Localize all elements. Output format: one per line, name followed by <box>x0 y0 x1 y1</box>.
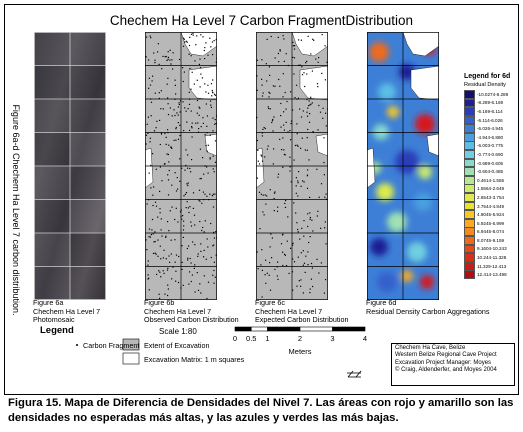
legend-class-18: 9.1604-10.243 <box>464 244 516 254</box>
legend-class-label: -4.944-6.880 <box>477 134 504 140</box>
observed-distribution-panel <box>145 32 217 300</box>
figure-frame: Chechem Ha Level 7 Carbon FragmentDistri… <box>4 4 519 395</box>
legend-class-label: 8.0745-9.159 <box>477 237 505 243</box>
legend-class-label: -6.169-6.114 <box>477 108 503 114</box>
legend-class-label: 0.4614-1.555 <box>477 177 505 183</box>
scale-tick-label: 0.5 <box>246 334 256 343</box>
legend-swatch <box>464 98 475 108</box>
scale-tick-label: 2 <box>298 334 302 343</box>
legend-class-label: 3.7544-4.849 <box>477 203 505 209</box>
legend-class-label: 6.9445-8.074 <box>477 229 505 235</box>
legend-class-17: 8.0745-9.159 <box>464 236 516 245</box>
legend-swatch <box>464 210 475 220</box>
scale-tick-label: 3 <box>330 334 334 343</box>
legend-class-label: -6.003-0.775 <box>477 143 504 149</box>
legend-swatch <box>464 124 475 134</box>
legend-class-label: -0.604-0.485 <box>477 169 504 175</box>
legend-class-label: -6.114-6.026 <box>477 117 503 123</box>
legend-class-14: 4.8045-5.924 <box>464 210 516 220</box>
legend-swatch <box>464 261 475 271</box>
carbon-fragment-icon <box>76 344 78 346</box>
figure-title: Chechem Ha Level 7 Carbon FragmentDistri… <box>109 13 414 28</box>
legend-class-label: 5.9245-6.999 <box>477 220 505 226</box>
legend-class-label: -10.0274-8.289 <box>477 91 509 97</box>
legend-swatch <box>464 236 475 245</box>
legend-swatch <box>464 201 475 211</box>
legend-class-label: 4.8045-5.924 <box>477 212 505 218</box>
legend-class-4: -6.026-4.945 <box>464 124 516 134</box>
legend-swatch <box>464 141 475 151</box>
legend-class-label: 12.414-13.498 <box>477 272 507 278</box>
legend-swatch <box>464 158 475 168</box>
caption-6d: Figure 6d Residual Density Carbon Aggrega… <box>366 298 490 316</box>
legend-class-5: -4.944-6.880 <box>464 132 516 142</box>
legend-swatch <box>464 184 475 194</box>
legend-swatch <box>464 244 475 254</box>
legend-matrix: Excavation Matrix: 1 m squares <box>144 355 245 364</box>
legend-class-label: 10.244-11.328 <box>477 255 507 261</box>
residual-density-panel <box>367 32 439 300</box>
legend-class-label: 1.5564-2.649 <box>477 186 505 192</box>
north-arrow-icon <box>347 370 362 378</box>
legend-class-16: 6.9445-8.074 <box>464 227 516 237</box>
scale-tick-label: 1 <box>265 334 269 343</box>
legend-carbon: Carbon Fragment <box>83 341 140 350</box>
density-legend: Legend for 6d Residual Density -10.0274-… <box>464 73 516 280</box>
caption-6c: Figure 6c Chechem Ha Level 7 Expected Carb… <box>255 298 349 325</box>
legend-class-20: 11.329-12.413 <box>464 261 516 271</box>
excavation-matrix-swatch <box>122 352 140 365</box>
legend-swatch <box>464 167 475 177</box>
legend-class-21: 12.414-13.498 <box>464 270 516 280</box>
photomosaic-panel <box>34 32 106 300</box>
caption-6a: Figure 6a Chechem Ha Level 7 Photomosaic <box>33 298 101 325</box>
legend-class-8: -0.689-0.605 <box>464 158 516 168</box>
legend-swatch <box>464 175 475 185</box>
legend-swatch <box>464 218 475 228</box>
scale-bar: 0 0.5 1 2 3 4 Meters <box>233 326 367 356</box>
legend-title: Legend <box>40 325 74 336</box>
legend-class-1: -8.289-6.169 <box>464 98 516 108</box>
legend-class-6: -6.003-0.775 <box>464 141 516 151</box>
scale-tick-label: 0 <box>233 334 237 343</box>
excavation-extent-swatch <box>122 338 140 351</box>
legend-class-7: -0.774-0.690 <box>464 150 516 159</box>
legend-class-10: 0.4614-1.555 <box>464 175 516 185</box>
legend-swatch <box>464 150 475 159</box>
legend-class-0: -10.0274-8.289 <box>464 89 516 99</box>
legend-class-label: -0.689-0.605 <box>477 160 504 166</box>
legend-swatch <box>464 107 475 116</box>
legend-class-label: 9.1604-10.243 <box>477 246 507 252</box>
legend-class-label: 11.329-12.413 <box>477 263 507 269</box>
legend-class-19: 10.244-11.328 <box>464 253 516 262</box>
legend-class-label: 2.6543-3.754 <box>477 194 505 200</box>
scale-ratio: Scale 1:80 <box>159 327 197 336</box>
figure-caption: Figura 15. Mapa de Diferencia de Densida… <box>8 397 514 424</box>
legend-class-2: -6.169-6.114 <box>464 107 516 116</box>
legend-swatch <box>464 270 475 280</box>
legend-class-12: 2.6543-3.754 <box>464 193 516 202</box>
credit-box: Chechem Ha Cave, Belize Western Belize Re… <box>391 343 515 386</box>
legend-class-label: -8.289-6.169 <box>477 100 504 106</box>
legend-class-3: -6.114-6.026 <box>464 115 516 125</box>
legend-class-9: -0.604-0.485 <box>464 167 516 177</box>
scale-tick-label: 4 <box>363 334 367 343</box>
expected-distribution-panel <box>256 32 328 300</box>
legend-class-11: 1.5564-2.649 <box>464 184 516 194</box>
legend-swatch <box>464 132 475 142</box>
legend-class-label: -0.774-0.690 <box>477 151 504 157</box>
legend-swatch <box>464 115 475 125</box>
legend-extent: Extent of Excavation <box>144 341 210 350</box>
caption-6b: Figure 6b Chechem Ha Level 7 Observed Carb… <box>144 298 239 325</box>
legend-swatch <box>464 253 475 262</box>
legend-swatch <box>464 89 475 99</box>
legend-class-label: -6.026-4.945 <box>477 126 504 132</box>
scale-and-legend-symbols: 0 0.5 1 2 3 4 Meters <box>76 326 367 378</box>
legend-swatch <box>464 193 475 202</box>
scale-unit: Meters <box>289 347 312 356</box>
legend-class-13: 3.7544-4.849 <box>464 201 516 211</box>
legend-swatch <box>464 227 475 237</box>
legend-class-15: 5.9245-6.999 <box>464 218 516 228</box>
